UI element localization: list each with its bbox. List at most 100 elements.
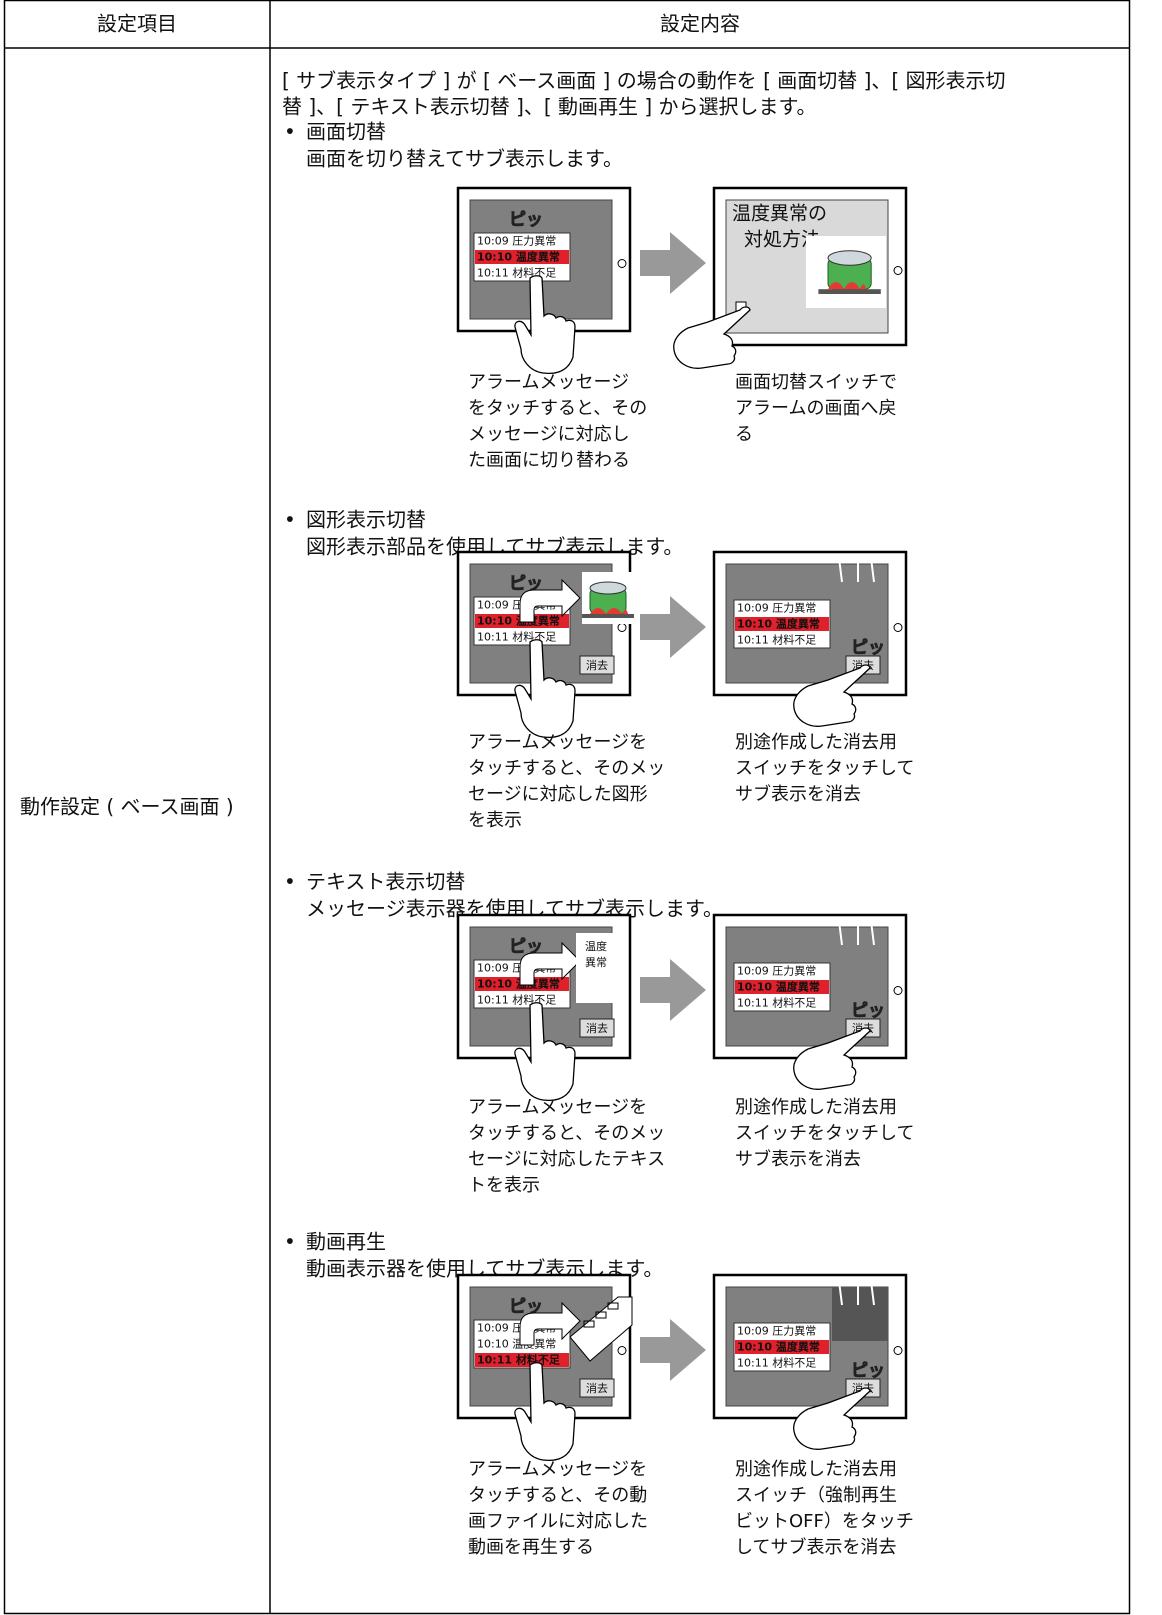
hand [514,1362,576,1462]
caption-line: セージに対応した図形 [468,784,648,805]
table-border [3,0,1131,1615]
after-title: 対処方法 [744,229,820,251]
pot-lid [827,250,872,266]
alarm-text: 10:11 材料不足 [477,1353,561,1367]
bullet-dot: • [284,1230,296,1254]
alarm-text: 10:10 温度異常 [477,977,560,991]
transition-arrow [640,232,706,294]
sound-mark [838,920,843,946]
caption-line: 動画を再生する [468,1537,594,1558]
clear-button [579,655,615,675]
header-cell: 設定項目 [97,12,177,36]
caption-line: 別途作成した消去用 [735,732,897,753]
screen-led [893,266,903,275]
video-burner [595,1311,607,1319]
popup-text: 異常 [585,956,607,969]
hand [793,1387,871,1450]
sound-mark [870,1280,875,1306]
item-cell: 動作設定 ( ベース画面 ) [20,795,234,819]
caption-line: タッチすると、その動 [468,1485,647,1506]
caption-line: スイッチをタッチして [735,1123,914,1144]
section-description: 画面を切り替えてサブ表示します。 [306,147,623,171]
bullet-dot: • [284,870,296,894]
section-title: 動画再生 [306,1230,386,1254]
screen-led [617,1346,627,1355]
caption-line: サブ表示を消去 [735,783,861,805]
clear-button [579,1378,615,1398]
caption-line: 画面切替スイッチで [735,372,897,393]
caption-line: スイッチ（強制再生 [735,1485,897,1506]
sound-mark [870,920,875,946]
alarm-text: 10:09 圧力異常 [737,1325,816,1338]
screen-led [893,986,903,995]
intro-line: [ サブ表示タイプ ] が [ ベース画面 ] の場合の動作を [ 画面切替 ]… [282,69,1006,93]
caption-line: アラームメッセージを [468,1459,647,1480]
alarm-text: 10:11 材料不足 [737,1356,816,1370]
alarm-text: 10:11 材料不足 [737,996,816,1010]
caption-line: ビットOFF）をタッチ [735,1511,914,1532]
alarm-text: 10:10 温度異常 [477,250,560,264]
clear-button [579,1018,615,1038]
sound-mark [838,557,843,583]
flames [828,282,866,290]
caption-line: タッチすると、そのメッ [468,758,665,779]
caption-line: スイッチをタッチして [735,758,914,779]
caption-line: アラームメッセージを [468,732,647,753]
caption-line: た画面に切り替わる [468,450,630,471]
hand [514,639,576,739]
alarm-text: 10:09 圧力異常 [477,235,556,248]
hand [514,1002,576,1102]
sound-mark [838,1280,843,1306]
header-cell: 設定内容 [660,12,740,36]
alarm-text: 10:09 圧力異常 [737,965,816,978]
alarm-highlight [735,980,829,994]
hand [514,275,576,375]
alarm-text: 10:09 圧力異常 [737,602,816,615]
video-still [569,1296,633,1362]
caption-line: アラームメッセージを [468,1097,647,1118]
video-burner [607,1302,619,1310]
burner [582,614,634,618]
caption-line: タッチすると、そのメッ [468,1123,665,1144]
alarm-text: 10:11 材料不足 [477,266,556,280]
alarm-text: 10:10 温度異常 [737,980,820,994]
screen-led [893,623,903,632]
screen-led [617,623,627,632]
caption-line: してサブ表示を消去 [735,1536,896,1558]
caption-line: アラームメッセージ [468,372,629,393]
caption-line: 別途作成した消去用 [735,1097,897,1118]
caption-line: サブ表示を消去 [735,1148,861,1170]
section-title: テキスト表示切替 [306,870,465,894]
video-burner [583,1320,595,1328]
popup-text: 温度 [585,939,607,953]
pot-lid [589,581,627,595]
popup [576,933,628,1003]
alarm-text: 10:10 温度異常 [477,614,560,628]
alarm-text: 10:11 材料不足 [477,993,556,1007]
bullet-dot: • [284,120,296,144]
caption-line: セージに対応したテキス [468,1149,665,1170]
caption-line: を表示 [468,810,522,831]
beep: ピッ [509,574,543,594]
beep: ピッ [851,1001,885,1021]
move-arrow [519,941,581,986]
caption-line: 別途作成した消去用 [735,1459,897,1480]
transition-arrow [640,1319,706,1381]
alarm-text: 10:10 温度異常 [737,1340,820,1354]
bullet-dot: • [284,508,296,532]
alarm-highlight [475,250,569,264]
hand [793,1027,871,1090]
caption-line: メッセージに対応し [468,424,630,445]
burner [818,289,881,294]
caption-line: 画ファイルに対応した [468,1511,648,1532]
screen-led [617,259,627,268]
section-title: 図形表示切替 [306,508,426,532]
after-title: 温度異常の [732,203,827,225]
screen-led [893,1346,903,1355]
flames [590,608,628,614]
transition-arrow [640,596,706,658]
caption-line: をタッチすると、その [468,398,647,419]
alarm-text: 10:11 材料不足 [737,633,816,647]
alarm-highlight [735,1340,829,1354]
